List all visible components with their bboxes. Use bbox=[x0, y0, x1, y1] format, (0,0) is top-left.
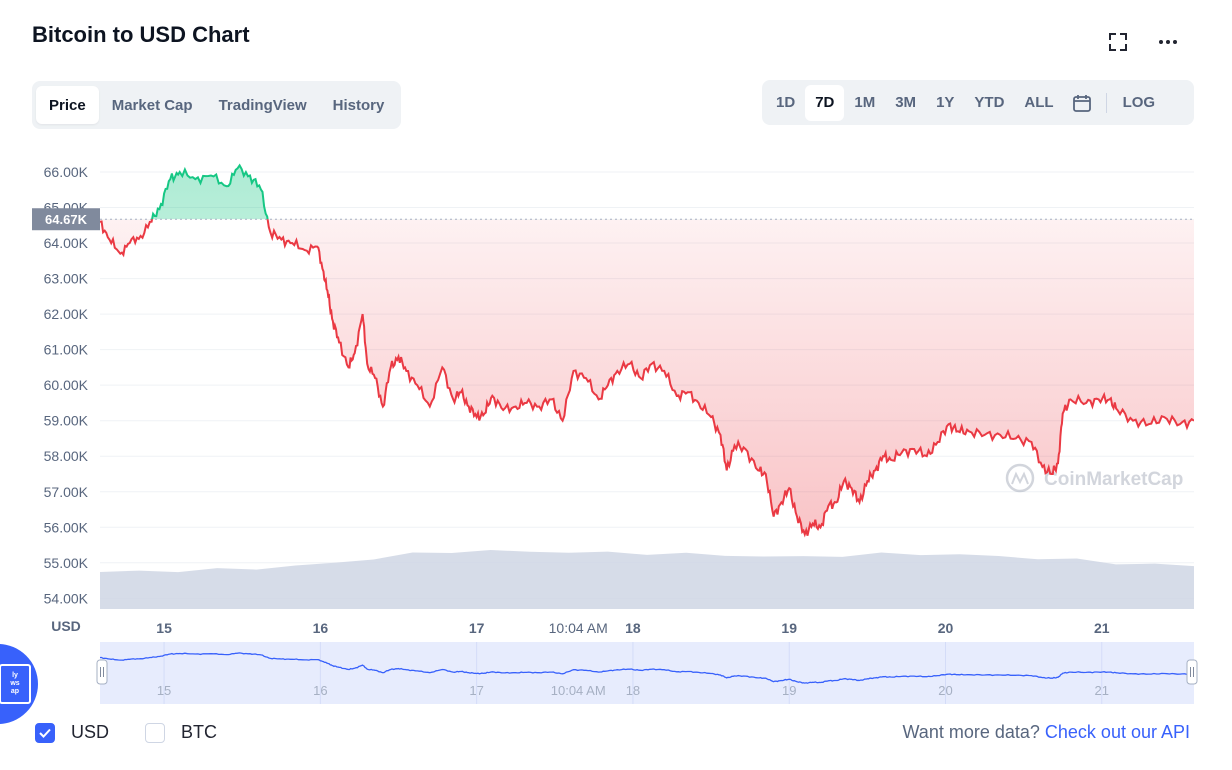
range-1y[interactable]: 1Y bbox=[936, 94, 955, 111]
price-fill-below bbox=[100, 219, 1194, 536]
legend-btc-label: BTC bbox=[181, 722, 217, 742]
price-chart[interactable]: CoinMarketCap 54.00K 55.00K 56.00K 57.00K 58… bbox=[0, 140, 1232, 640]
x-tick-label: 18 bbox=[625, 620, 641, 636]
x-tick-label: 20 bbox=[938, 620, 954, 636]
navigator-tick-label: 20 bbox=[938, 683, 952, 698]
y-tick-label: 56.00K bbox=[44, 519, 89, 535]
y-tick-label: 59.00K bbox=[44, 413, 89, 429]
y-tick-label: 62.00K bbox=[44, 306, 89, 322]
calendar-icon[interactable] bbox=[1064, 85, 1100, 121]
navigator-left-handle[interactable] bbox=[96, 659, 108, 685]
range-divider bbox=[1105, 92, 1107, 113]
range-1d[interactable]: 1D bbox=[776, 94, 796, 111]
range-navigator[interactable]: 15 16 17 10:04 AM 18 19 20 21 bbox=[0, 640, 1232, 706]
x-tick-label: 17 bbox=[469, 620, 485, 636]
page-title: Bitcoin to USD Chart bbox=[32, 22, 250, 47]
legend-usd[interactable]: USD bbox=[35, 722, 109, 743]
x-axis: 15 16 17 10:04 AM 18 19 20 21 bbox=[156, 620, 1110, 636]
watermark-text: CoinMarketCap bbox=[1044, 469, 1183, 490]
time-range-selector: 1D 7D 1M 3M 1Y YTD ALL LOG bbox=[762, 80, 1194, 125]
navigator-tick-label: 16 bbox=[313, 683, 327, 698]
more-options-icon[interactable] bbox=[1156, 30, 1180, 54]
y-tick-label: 55.00K bbox=[44, 555, 89, 571]
navigator-tick-label: 19 bbox=[782, 683, 796, 698]
navigator-line bbox=[100, 652, 1195, 684]
reference-price-label: 64.67K bbox=[45, 212, 88, 227]
navigator-tick-label: 18 bbox=[626, 683, 640, 698]
fullscreen-icon[interactable] bbox=[1106, 30, 1130, 54]
x-tick-label: 15 bbox=[156, 620, 172, 636]
navigator-grid bbox=[163, 642, 1103, 704]
y-tick-label: 61.00K bbox=[44, 342, 89, 358]
log-scale-toggle[interactable]: LOG bbox=[1122, 94, 1156, 111]
y-tick-label: 63.00K bbox=[44, 271, 89, 287]
navigator-tick-label: 10:04 AM bbox=[551, 683, 606, 698]
y-axis-unit: USD bbox=[51, 618, 81, 634]
range-3m[interactable]: 3M bbox=[895, 94, 917, 111]
range-7d[interactable]: 7D bbox=[805, 84, 845, 121]
range-all[interactable]: ALL bbox=[1024, 94, 1054, 111]
x-tick-label: 19 bbox=[781, 620, 797, 636]
y-tick-label: 64.00K bbox=[44, 235, 89, 251]
y-tick-label: 58.00K bbox=[44, 448, 89, 464]
navigator-axis: 15 16 17 10:04 AM 18 19 20 21 bbox=[157, 683, 1109, 698]
x-tick-label: 16 bbox=[313, 620, 329, 636]
btc-checkbox[interactable] bbox=[145, 722, 165, 743]
check-icon bbox=[39, 728, 51, 738]
volume-area bbox=[100, 550, 1194, 609]
usd-checkbox[interactable] bbox=[35, 722, 55, 743]
navigator-right-handle[interactable] bbox=[1186, 659, 1198, 685]
y-axis: 54.00K 55.00K 56.00K 57.00K 58.00K 59.00K 60.0… bbox=[44, 164, 89, 606]
tab-tradingview[interactable]: TradingView bbox=[218, 96, 307, 114]
legend-btc[interactable]: BTC bbox=[145, 722, 217, 743]
tab-history[interactable]: History bbox=[332, 96, 385, 114]
navigator-tick-label: 15 bbox=[157, 683, 171, 698]
y-tick-label: 57.00K bbox=[44, 484, 89, 500]
price-fill-above bbox=[152, 165, 268, 220]
navigator-tick-label: 17 bbox=[469, 683, 483, 698]
range-ytd[interactable]: YTD bbox=[974, 94, 1005, 111]
y-tick-label: 66.00K bbox=[44, 164, 89, 180]
y-tick-label: 60.00K bbox=[44, 377, 89, 393]
y-tick-label: 54.00K bbox=[44, 590, 89, 606]
reference-price-tag: 64.67K bbox=[32, 208, 100, 231]
tab-market-cap[interactable]: Market Cap bbox=[111, 96, 193, 114]
watermark: CoinMarketCap bbox=[1005, 463, 1183, 493]
x-tick-label: 21 bbox=[1094, 620, 1110, 636]
chart-type-tabs: Price Market Cap TradingView History bbox=[32, 81, 402, 129]
x-tick-label: 10:04 AM bbox=[549, 620, 608, 636]
navigator-tick-label: 21 bbox=[1095, 683, 1109, 698]
price-line-below bbox=[100, 219, 1194, 538]
news-icon: ly ws ap bbox=[0, 664, 31, 704]
tab-price[interactable]: Price bbox=[36, 86, 99, 124]
legend-usd-label: USD bbox=[71, 722, 110, 742]
api-link[interactable]: Check out our API bbox=[1044, 722, 1190, 742]
range-1m[interactable]: 1M bbox=[854, 94, 876, 111]
api-promo: Want more data? Check out our API bbox=[902, 722, 1190, 742]
